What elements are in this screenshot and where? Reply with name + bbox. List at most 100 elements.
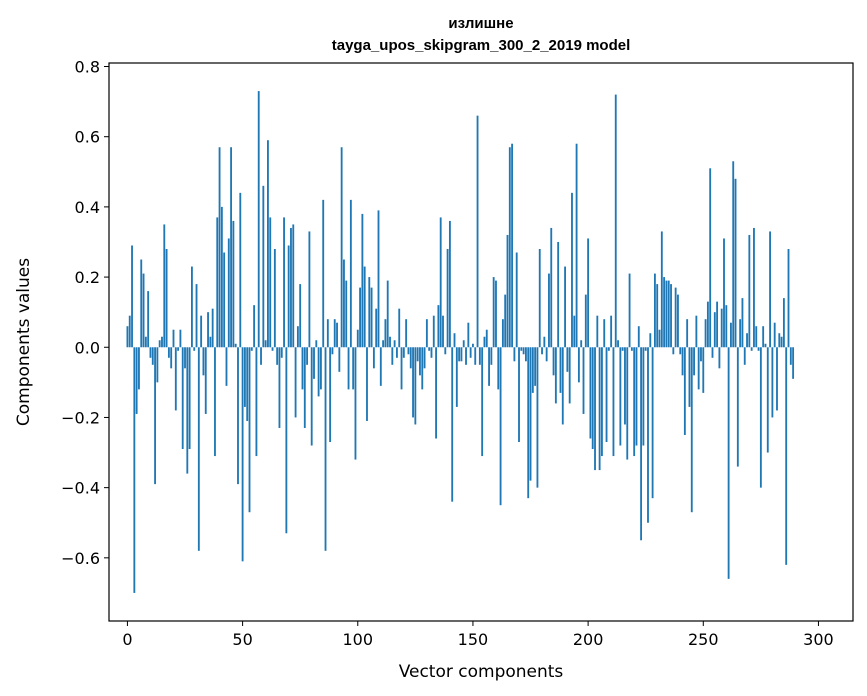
bar-172	[522, 347, 525, 355]
bar-289	[792, 347, 795, 379]
bar-259	[723, 238, 725, 348]
bar-102	[361, 213, 364, 348]
bar-185	[552, 347, 555, 376]
chart-title: излишне	[448, 15, 513, 32]
bar-5	[138, 347, 140, 390]
bar-190	[564, 266, 566, 348]
bar-134	[435, 347, 438, 439]
bar-109	[377, 210, 380, 348]
bar-101	[359, 287, 361, 348]
bar-120	[402, 347, 405, 358]
bar-243	[686, 319, 689, 348]
bar-231	[658, 329, 661, 348]
bar-90	[333, 319, 336, 348]
bar-232	[660, 231, 663, 348]
bar-99	[354, 347, 357, 460]
bar-76	[301, 347, 304, 390]
bar-199	[584, 294, 587, 348]
bar-86	[324, 347, 327, 551]
bar-272	[753, 227, 755, 348]
bar-52	[246, 347, 249, 421]
bar-85	[322, 199, 325, 348]
bar-271	[750, 347, 753, 351]
bar-60	[264, 340, 267, 348]
bar-269	[746, 333, 748, 348]
bar-263	[732, 161, 735, 348]
bar-160	[495, 280, 497, 348]
bar-123	[409, 347, 412, 369]
bar-0	[126, 326, 129, 348]
bar-125	[414, 347, 417, 425]
bar-24	[181, 347, 184, 450]
bar-63	[271, 347, 274, 351]
bar-115	[391, 347, 394, 365]
bar-258	[720, 308, 723, 348]
bar-217	[626, 347, 629, 460]
bar-245	[690, 347, 693, 513]
bar-228	[651, 347, 654, 499]
bar-4	[135, 347, 138, 414]
bar-247	[695, 315, 698, 348]
bar-222	[637, 326, 640, 348]
bar-274	[757, 347, 760, 351]
bar-12	[154, 347, 156, 485]
bar-68	[283, 217, 285, 348]
bar-34	[204, 347, 207, 414]
bar-1	[128, 315, 131, 348]
bar-173	[524, 347, 527, 362]
y-tick-label: 0.0	[75, 338, 100, 357]
bar-7	[142, 273, 145, 348]
bar-266	[739, 319, 742, 348]
bar-233	[663, 277, 666, 348]
bar-137	[442, 315, 444, 348]
bar-216	[624, 347, 626, 425]
bar-67	[280, 347, 283, 358]
bar-88	[329, 347, 332, 443]
bar-236	[670, 284, 672, 348]
bar-22	[177, 347, 180, 351]
bar-114	[389, 336, 391, 348]
bar-17	[165, 249, 168, 348]
bar-122	[407, 347, 410, 355]
bar-46	[232, 220, 235, 348]
bar-189	[561, 347, 564, 425]
bar-106	[370, 287, 373, 348]
bar-87	[326, 319, 329, 348]
x-tick-label: 100	[342, 630, 373, 649]
bar-92	[338, 347, 341, 372]
bar-167	[511, 143, 514, 348]
bar-119	[400, 347, 403, 390]
bar-154	[481, 347, 484, 457]
bar-254	[711, 347, 714, 358]
bar-44	[227, 238, 230, 348]
bar-9	[147, 291, 150, 348]
bar-94	[343, 259, 345, 348]
bar-79	[308, 231, 311, 348]
bar-275	[759, 347, 762, 488]
bar-181	[543, 336, 546, 348]
bar-47	[234, 343, 237, 348]
bar-73	[294, 347, 297, 418]
bar-215	[621, 347, 624, 351]
bar-169	[515, 252, 518, 348]
bar-162	[499, 347, 502, 506]
bar-31	[197, 347, 200, 551]
bar-33	[202, 347, 205, 376]
bar-11	[151, 347, 154, 365]
bar-38	[214, 347, 216, 457]
bar-180	[541, 347, 543, 355]
bar-270	[748, 234, 751, 348]
bars-group	[126, 91, 795, 593]
bar-53	[248, 347, 251, 513]
bar-153	[478, 347, 481, 365]
bar-192	[568, 347, 571, 404]
bar-248	[697, 347, 700, 390]
x-tick-label: 200	[573, 630, 604, 649]
bar-252	[706, 301, 709, 348]
bar-183	[548, 273, 550, 348]
bar-246	[693, 347, 695, 376]
bar-152	[476, 115, 479, 348]
bar-145	[460, 347, 463, 362]
bar-65	[276, 347, 279, 365]
